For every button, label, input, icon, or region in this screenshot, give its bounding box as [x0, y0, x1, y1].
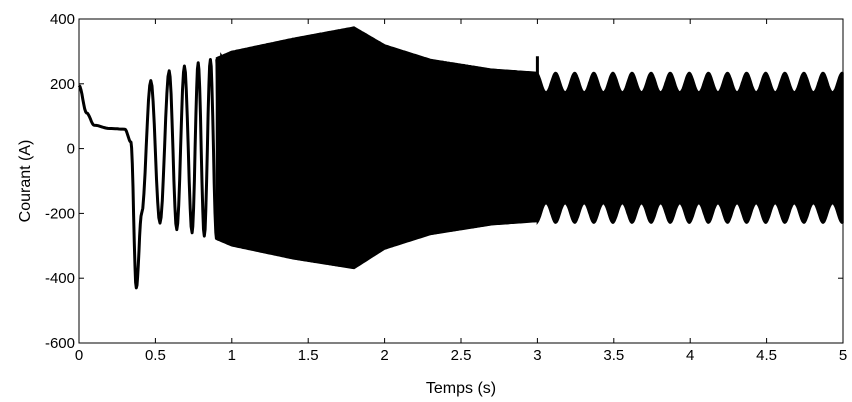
x-tick-label: 0 [75, 347, 83, 364]
startup-current-line [77, 58, 218, 290]
plot-content [77, 26, 844, 290]
x-tick-label: 1.5 [298, 347, 319, 364]
y-tick-label: 400 [50, 11, 75, 28]
steady-state-oscillation-band [536, 70, 844, 225]
x-tick-label: 2.5 [451, 347, 472, 364]
y-axis-label: Courant (A) [17, 140, 34, 223]
y-tick-label: -400 [45, 270, 75, 287]
y-tick-label: -600 [45, 335, 75, 352]
x-tick-label: 0.5 [145, 347, 166, 364]
x-tick-label: 5 [839, 347, 847, 364]
x-tick-label: 3 [533, 347, 541, 364]
x-axis-label: Temps (s) [426, 380, 496, 397]
x-tick-label: 1 [228, 347, 236, 364]
transition-oscillation-line [215, 50, 241, 248]
x-tick-label: 4.5 [756, 347, 777, 364]
y-tick-label: 200 [50, 76, 75, 93]
dense-oscillation-band [215, 26, 539, 270]
x-tick-label: 4 [686, 347, 694, 364]
axis-tick-labels: 0 0.5 1 1.5 2 2.5 3 3.5 4 4.5 5 -600 -400 -200 0 200 400 [45, 11, 847, 364]
x-tick-label: 3.5 [603, 347, 624, 364]
axis-ticks [78, 18, 844, 344]
x-tick-label: 2 [380, 347, 388, 364]
y-tick-label: -200 [45, 205, 75, 222]
y-tick-label: 0 [67, 141, 75, 158]
